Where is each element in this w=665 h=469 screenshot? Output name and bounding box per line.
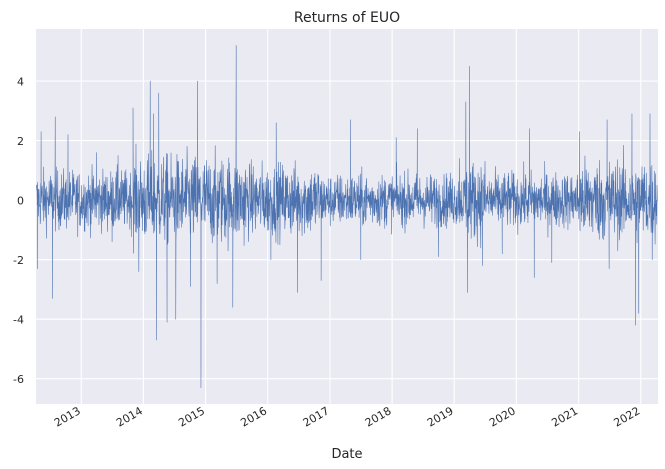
series-returns <box>36 45 658 388</box>
y-tick-label: 4 <box>17 76 24 89</box>
x-tick-label: 2017 <box>301 404 332 429</box>
series-line <box>36 45 658 388</box>
x-tick-label: 2013 <box>52 404 83 429</box>
x-tick-label: 2015 <box>176 404 207 429</box>
x-tick-label: 2019 <box>425 404 456 429</box>
x-tick-label: 2016 <box>238 404 269 429</box>
plot-background <box>36 29 658 404</box>
y-tick-label: -2 <box>13 254 24 267</box>
x-tick-label: 2022 <box>612 404 643 429</box>
x-tick-label: 2014 <box>114 404 145 429</box>
x-axis-label: Date <box>331 447 362 462</box>
y-tick-label: -4 <box>13 314 24 327</box>
y-tick-labels: -6 -4 -2 0 2 4 <box>13 76 24 387</box>
x-tick-label: 2020 <box>487 404 518 429</box>
x-tick-labels: 2013 2014 2015 2016 2017 2018 2019 2020 2021 2022 <box>52 404 642 429</box>
x-tick-label: 2018 <box>363 404 394 429</box>
chart-title: Returns of EUO <box>294 10 400 26</box>
y-tick-label: 2 <box>17 135 24 148</box>
x-tick-label: 2021 <box>549 404 580 429</box>
y-tick-label: 0 <box>17 195 24 208</box>
y-tick-label: -6 <box>13 373 24 386</box>
